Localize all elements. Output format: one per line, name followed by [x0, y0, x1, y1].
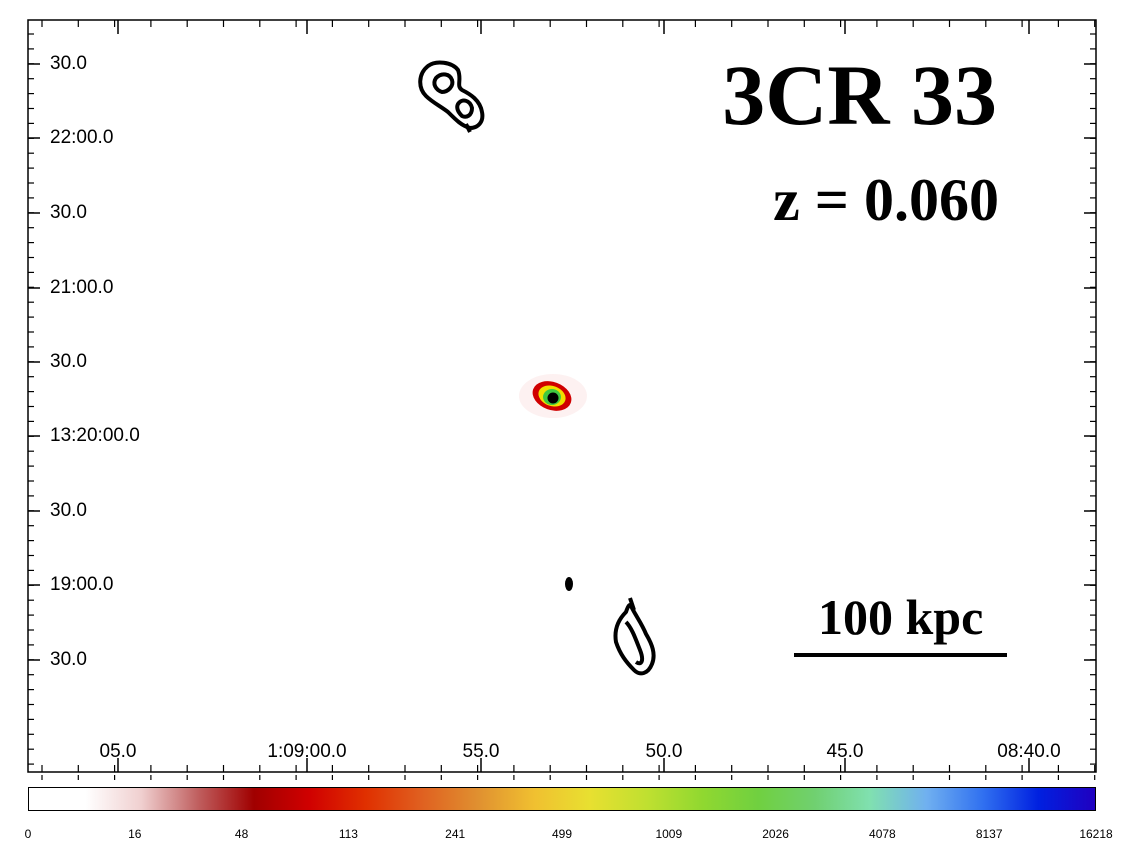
colorbar-tick-label: 16218	[1079, 827, 1113, 841]
x-tick-label: 55.0	[462, 741, 500, 762]
y-tick-label: 30.0	[50, 202, 87, 223]
colorbar-tick-label: 0	[24, 827, 32, 841]
colorbar-tick-label: 48	[234, 827, 249, 841]
x-tick-label: 1:09:00.0	[267, 741, 347, 762]
scale-bar-label: 100 kpc	[818, 589, 984, 645]
y-tick-label: 30.0	[50, 500, 87, 521]
colorbar-tick-label: 1009	[655, 827, 683, 841]
y-tick-label: 22:00.0	[50, 127, 114, 148]
y-tick-label: 30.0	[50, 351, 87, 372]
colorbar-tick-label: 113	[338, 827, 358, 841]
compact-radio-knot	[565, 577, 573, 591]
x-tick-label: 05.0	[99, 741, 137, 762]
scale-bar	[794, 653, 1007, 657]
y-tick-label: 30.0	[50, 53, 87, 74]
redshift-label: z = 0.060	[773, 167, 999, 233]
colorbar-tick-label: 241	[445, 827, 466, 841]
colorbar-tick-label: 4078	[869, 827, 896, 841]
source-title: 3CR 33	[722, 47, 997, 143]
y-tick-label: 13:20:00.0	[50, 425, 140, 446]
plot-frame	[27, 19, 1097, 773]
axis-ticks	[28, 20, 1096, 780]
radio-contour-north-lobe	[418, 60, 485, 133]
x-tick-label: 08:40.0	[997, 741, 1061, 762]
colorbar	[28, 787, 1096, 811]
colorbar-tick-label: 2026	[762, 827, 789, 841]
galaxy-core	[519, 374, 587, 418]
colorbar-tick-label: 8137	[975, 827, 1003, 841]
sky-image-plot	[27, 19, 1097, 780]
y-tick-label: 19:00.0	[50, 574, 114, 595]
y-tick-label: 21:00.0	[50, 277, 114, 298]
radio-contour-south-lobe	[613, 597, 656, 676]
colorbar-tick-label: 499	[551, 827, 573, 841]
x-tick-label: 45.0	[826, 741, 864, 762]
colorbar-tick-label: 16	[128, 827, 142, 841]
y-tick-label: 30.0	[50, 649, 87, 670]
x-tick-label: 50.0	[645, 741, 683, 762]
